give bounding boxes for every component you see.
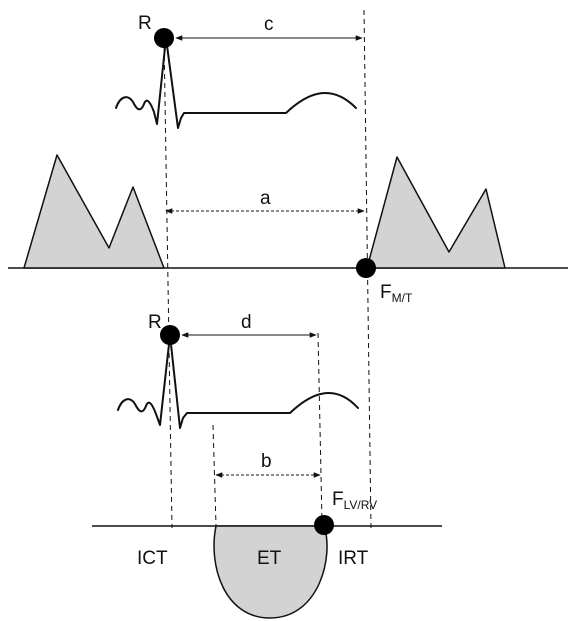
interval-c-label: c	[264, 14, 274, 35]
r-peak-dot-top	[154, 28, 174, 48]
ref-line-et-start	[212, 424, 217, 526]
f-mt-label: FM/T	[380, 282, 413, 305]
f-lvrv-dot	[314, 515, 334, 535]
r-peak-dot-bottom	[160, 325, 180, 345]
ejection-envelope	[213, 525, 328, 619]
f-lvrv-main: F	[332, 489, 344, 510]
f-mt-dot	[356, 258, 376, 278]
interval-b-label: b	[261, 451, 272, 472]
et-label: ET	[257, 548, 282, 569]
interval-a-label: a	[260, 188, 271, 209]
interval-d-label: d	[241, 312, 252, 333]
f-mt-main: F	[380, 282, 392, 303]
ref-line-r-bottom-d	[317, 332, 323, 523]
f-lvrv-sub: LV/RV	[344, 498, 378, 512]
f-mt-sub: M/T	[392, 291, 413, 305]
reference-lines	[163, 9, 372, 529]
r-label-bottom: R	[148, 312, 162, 333]
ict-label: ICT	[137, 548, 168, 569]
irt-label: IRT	[338, 548, 369, 569]
r-label-top: R	[138, 13, 152, 34]
ecg-trace-bottom	[117, 334, 359, 429]
ref-line-r-top	[163, 37, 173, 529]
inflow-wave-left	[23, 154, 165, 269]
inflow-wave-right	[366, 156, 506, 269]
ecg-trace-top	[115, 37, 357, 129]
f-lvrv-label: FLV/RV	[332, 489, 377, 512]
